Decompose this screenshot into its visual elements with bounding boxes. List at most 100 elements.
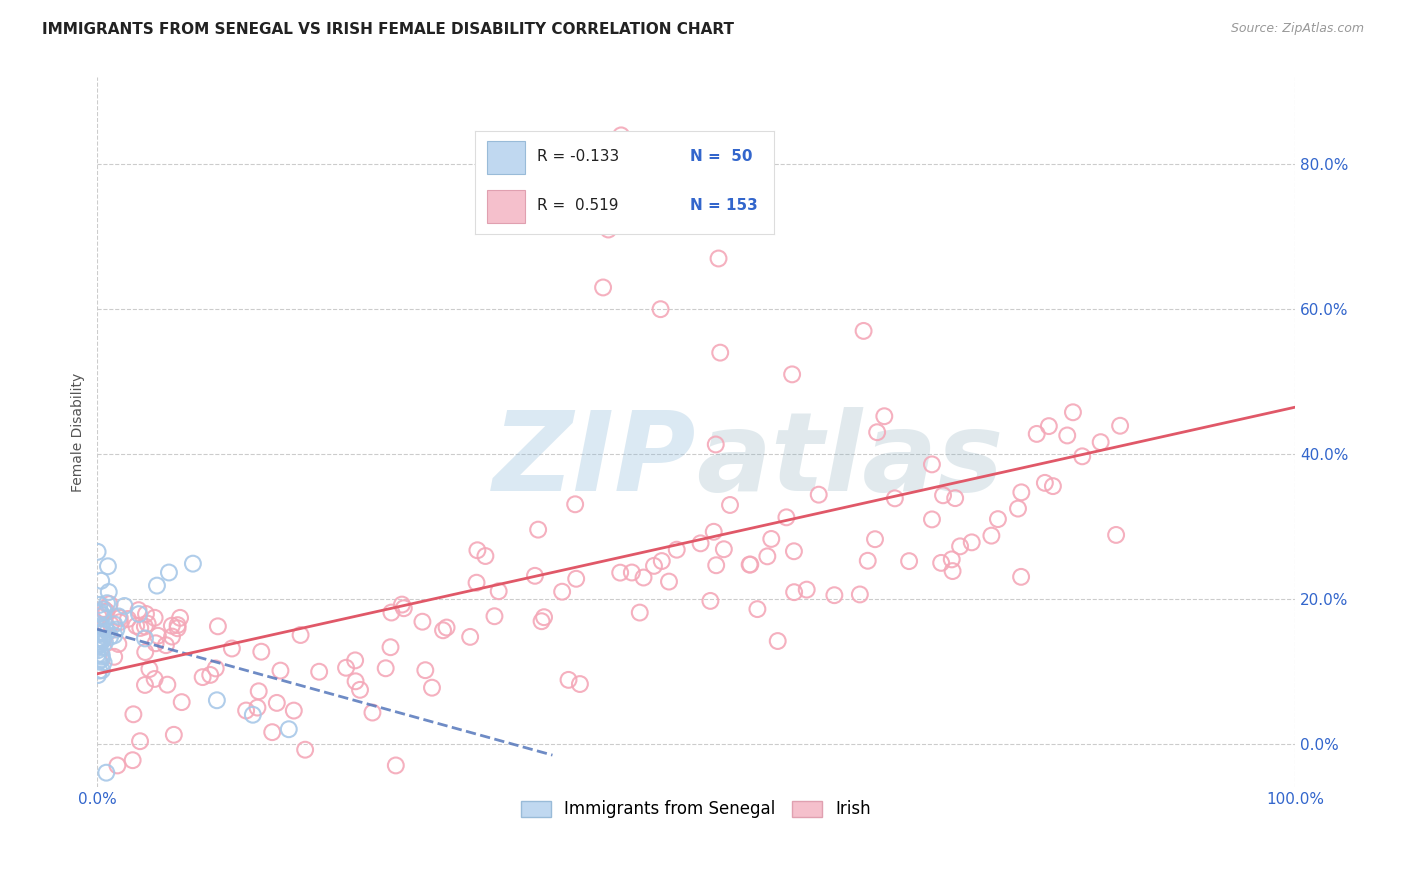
Point [169, 611, 191, 625]
Point [86, 545, 108, 559]
Text: ZIP: ZIP [492, 407, 696, 514]
Point [90, 625, 112, 640]
Point [96, 765, 118, 780]
Point [90, 574, 112, 588]
Point [87, 655, 110, 669]
Point [707, 252, 730, 266]
Point [718, 498, 741, 512]
Point [135, 607, 157, 621]
Point [221, 641, 243, 656]
Text: Source: ZipAtlas.com: Source: ZipAtlas.com [1230, 22, 1364, 36]
Point [160, 618, 183, 632]
Point [117, 612, 139, 626]
Point [97, 559, 120, 574]
Point [1109, 418, 1132, 433]
Point [103, 649, 125, 664]
Point [134, 632, 156, 646]
Point [266, 696, 288, 710]
Point [125, 619, 148, 633]
Point [432, 624, 454, 638]
Point [122, 707, 145, 722]
Point [783, 585, 806, 599]
Point [128, 603, 150, 617]
Point [385, 758, 408, 772]
Point [90, 647, 112, 661]
Point [89, 627, 111, 641]
Point [523, 569, 546, 583]
Point [1007, 501, 1029, 516]
Point [94, 635, 117, 649]
Point [747, 164, 769, 178]
Point [380, 640, 402, 655]
Point [943, 491, 966, 505]
Point [191, 670, 214, 684]
Point [420, 681, 443, 695]
Point [90, 652, 112, 666]
Point [415, 663, 437, 677]
Point [294, 742, 316, 756]
Point [873, 409, 896, 424]
Point [703, 524, 725, 539]
Point [134, 619, 156, 633]
Point [565, 572, 588, 586]
Point [533, 610, 555, 624]
Point [108, 611, 131, 625]
Point [650, 302, 672, 317]
Point [704, 558, 727, 573]
Point [155, 638, 177, 652]
Point [138, 662, 160, 676]
Point [1090, 435, 1112, 450]
Point [129, 734, 152, 748]
Point [665, 542, 688, 557]
Point [807, 488, 830, 502]
Point [689, 536, 711, 550]
Point [1025, 426, 1047, 441]
Point [852, 324, 875, 338]
Point [91, 633, 114, 648]
Point [628, 606, 651, 620]
Point [89, 637, 111, 651]
Point [96, 605, 118, 619]
Point [465, 575, 488, 590]
Point [921, 458, 943, 472]
Point [361, 706, 384, 720]
Point [766, 634, 789, 648]
Point [91, 620, 114, 634]
Point [987, 512, 1010, 526]
Point [1056, 428, 1078, 442]
Point [474, 549, 496, 563]
Point [200, 668, 222, 682]
Point [103, 617, 125, 632]
Point [643, 558, 665, 573]
Point [204, 661, 226, 675]
Point [592, 280, 614, 294]
Point [780, 368, 803, 382]
Point [609, 566, 631, 580]
Point [344, 674, 367, 689]
Point [929, 556, 952, 570]
Point [86, 640, 108, 654]
Point [1038, 419, 1060, 434]
Point [436, 621, 458, 635]
Point [651, 554, 673, 568]
Point [166, 621, 188, 635]
Point [458, 630, 481, 644]
Point [308, 665, 330, 679]
Point [783, 544, 806, 558]
Point [713, 542, 735, 557]
Point [863, 532, 886, 546]
Point [87, 634, 110, 648]
Point [136, 616, 159, 631]
Point [98, 630, 121, 644]
Point [89, 618, 111, 632]
Point [557, 673, 579, 687]
Point [91, 602, 114, 616]
Point [290, 628, 312, 642]
Point [1010, 485, 1032, 500]
Point [849, 587, 872, 601]
Point [349, 682, 371, 697]
Point [129, 621, 152, 635]
Point [157, 566, 180, 580]
Point [103, 628, 125, 642]
Point [94, 605, 117, 619]
